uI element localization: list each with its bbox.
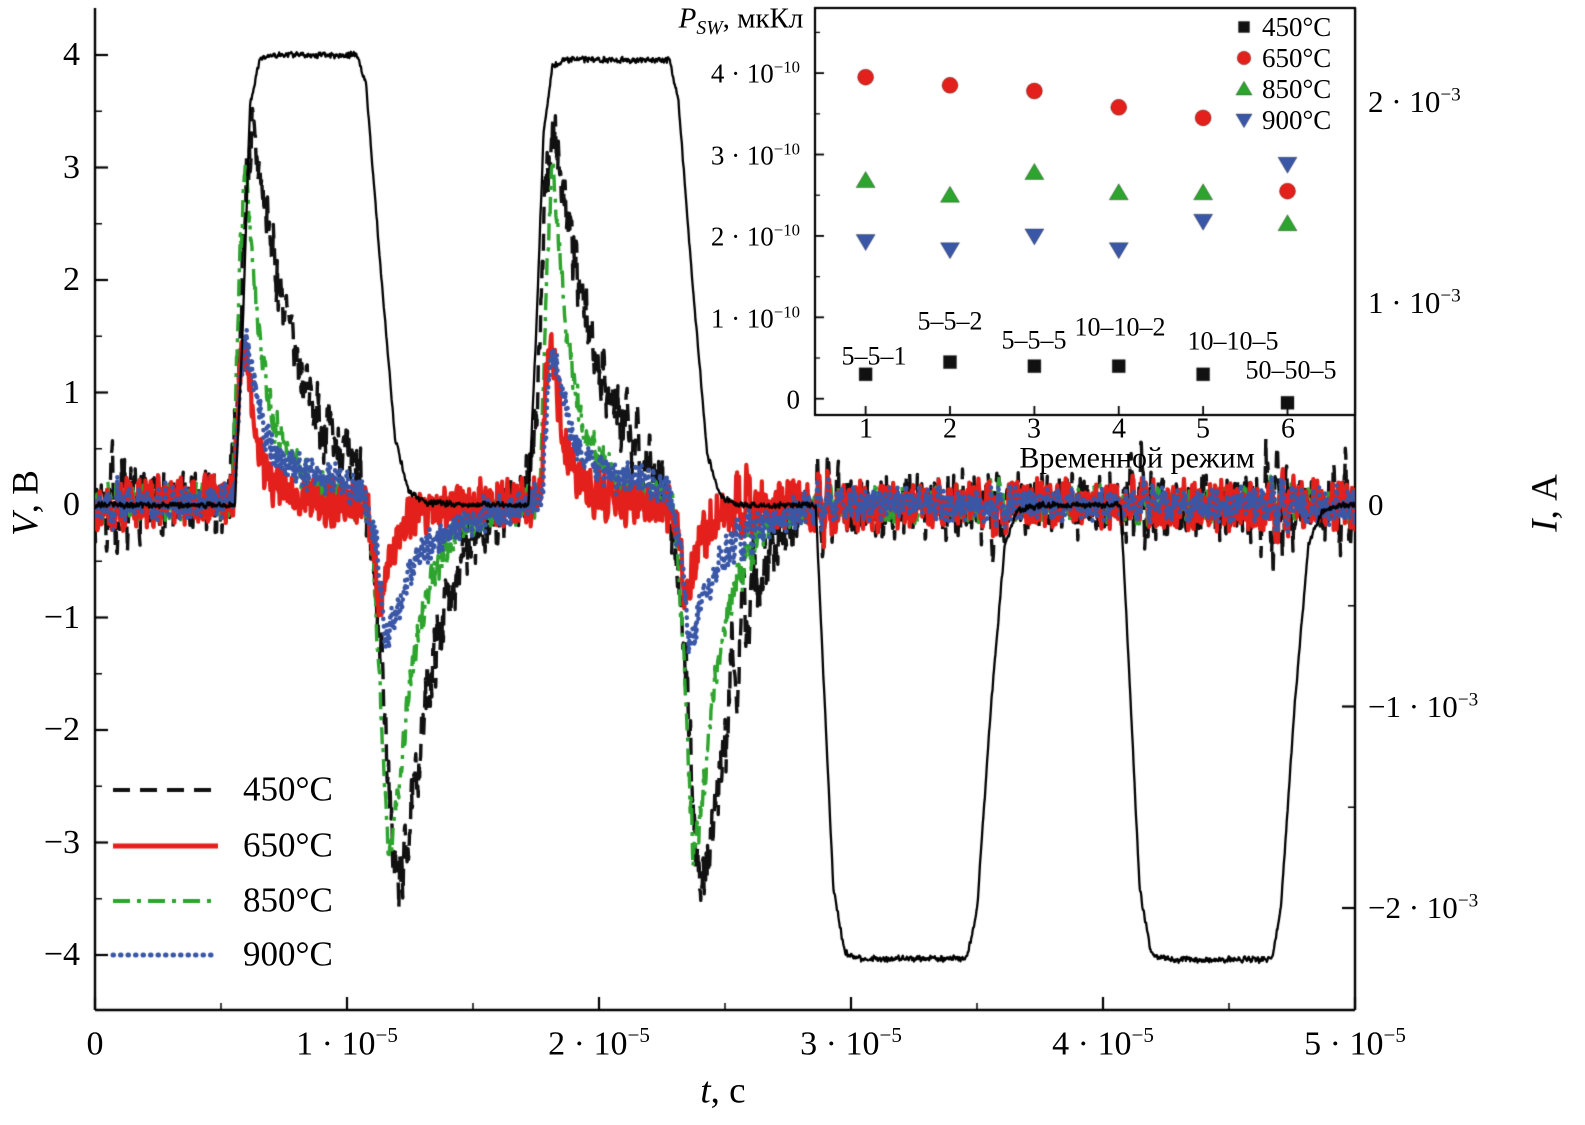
inset-y-tick-label: 3 · 10−10	[640, 140, 800, 169]
y-left-tick-label: −1	[43, 599, 80, 637]
tick-base: 2 · 10	[1368, 83, 1441, 119]
y-left-tick-label: −3	[43, 824, 80, 862]
inset-x-tick-label: 2	[943, 413, 957, 445]
tick-exp: −5	[627, 1022, 650, 1047]
x-tick-label: 1 · 10−5	[296, 1024, 398, 1062]
axis-sub: SW	[696, 17, 723, 40]
tick-base: 0	[86, 1025, 104, 1063]
x-tick-label: 5 · 10−5	[1304, 1024, 1406, 1062]
inset-legend-label-850C: 850°C	[1262, 73, 1332, 104]
tick-base: 0	[1368, 486, 1384, 522]
x-tick-label: 4 · 10−5	[1052, 1024, 1154, 1062]
inset-x-axis-title: Временной режим	[1019, 441, 1255, 475]
y-right-tick-label: −1 · 10−3	[1368, 688, 1479, 724]
tick-base: −1 · 10	[1368, 688, 1458, 724]
tick-base: 5 · 10	[1304, 1025, 1384, 1063]
inset-y-tick-label: 1 · 10−10	[640, 303, 800, 332]
y-left-tick-label: −4	[43, 936, 80, 974]
annotation-5-5-1: 5–5–1	[841, 341, 907, 371]
y-right-tick-label: 0	[1368, 486, 1384, 522]
tick-exp: −5	[375, 1022, 398, 1047]
y-right-axis-title: I, А	[1524, 474, 1566, 532]
axis-var: V	[5, 513, 47, 536]
y-left-tick-label: 1	[63, 374, 80, 412]
tick-exp: −10	[773, 57, 800, 77]
legend-label-450C: 450°C	[243, 769, 333, 809]
y-left-tick-label: 3	[63, 149, 80, 187]
inset-y-axis-title: PSW, мкКл	[679, 3, 804, 39]
x-tick-label: 3 · 10−5	[800, 1024, 902, 1062]
tick-exp: −5	[1383, 1022, 1406, 1047]
inset-x-tick-label: 3	[1027, 413, 1041, 445]
tick-exp: −3	[1440, 84, 1461, 106]
tick-base: 2 · 10	[548, 1025, 628, 1063]
tick-base: −2 · 10	[1368, 889, 1458, 925]
tick-exp: −5	[879, 1022, 902, 1047]
inset-y-tick-label: 0	[640, 384, 801, 415]
axis-var: P	[678, 2, 697, 35]
y-right-tick-label: −2 · 10−3	[1368, 889, 1479, 925]
annotation-10-10-2: 10–10–2	[1074, 312, 1166, 342]
inset-x-tick-label: 4	[1112, 413, 1126, 445]
annotation-50-50-5: 50–50–5	[1245, 355, 1337, 385]
tick-base: 3 · 10	[710, 140, 774, 171]
tick-base: 2 · 10	[710, 221, 774, 252]
x-tick-label: 2 · 10−5	[548, 1024, 650, 1062]
axis-rest: , с	[710, 1070, 746, 1112]
annotation-5-5-2: 5–5–2	[917, 306, 983, 336]
inset-y-tick-label: 4 · 10−10	[640, 58, 800, 87]
inset-x-tick-label: 6	[1281, 413, 1295, 445]
annotation-5-5-5: 5–5–5	[1001, 325, 1067, 355]
tick-base: 1 · 10	[296, 1025, 376, 1063]
y-left-axis-title: V, В	[5, 470, 47, 536]
y-left-tick-label: 2	[63, 261, 80, 299]
inset-x-tick-label: 1	[859, 413, 873, 445]
y-left-tick-label: 4	[63, 36, 80, 74]
y-right-tick-label: 1 · 10−3	[1368, 284, 1461, 320]
x-tick-label: 0	[87, 1024, 104, 1062]
tick-base: 4 · 10	[1052, 1025, 1132, 1063]
axis-rest: , А	[1524, 474, 1566, 520]
legend-label-900C: 900°C	[243, 934, 333, 974]
tick-exp: −3	[1457, 689, 1479, 711]
tick-exp: −5	[1131, 1022, 1154, 1047]
tick-base: 0	[786, 384, 801, 415]
tick-exp: −3	[1440, 285, 1461, 307]
axis-var: t	[700, 1070, 711, 1112]
tick-exp: −10	[773, 220, 800, 240]
inset-legend-label-650C: 650°C	[1262, 42, 1332, 73]
tick-base: 4 · 10	[710, 58, 774, 89]
tick-base: 1 · 10	[710, 303, 774, 334]
legend-label-850C: 850°C	[243, 880, 333, 920]
tick-base: 1 · 10	[1368, 284, 1441, 320]
tick-exp: −10	[773, 302, 800, 322]
axis-rest: , мкКл	[722, 2, 804, 35]
x-axis-title: t, с	[700, 1070, 746, 1112]
tick-exp: −3	[1457, 890, 1479, 912]
inset-x-tick-label: 5	[1196, 413, 1210, 445]
inset-legend-label-450C: 450°C	[1262, 11, 1332, 42]
tick-exp: −10	[773, 139, 800, 159]
axis-rest: , В	[5, 470, 47, 514]
annotation-10-10-5: 10–10–5	[1187, 326, 1279, 356]
y-left-tick-label: −2	[43, 711, 80, 749]
y-left-tick-label: 0	[63, 486, 80, 524]
y-right-tick-label: 2 · 10−3	[1368, 83, 1461, 119]
legend-label-650C: 650°C	[243, 825, 333, 865]
inset-y-tick-label: 2 · 10−10	[640, 221, 800, 250]
tick-base: 3 · 10	[800, 1025, 880, 1063]
inset-legend-label-900C: 900°C	[1262, 104, 1332, 135]
axis-var: I	[1524, 519, 1566, 532]
